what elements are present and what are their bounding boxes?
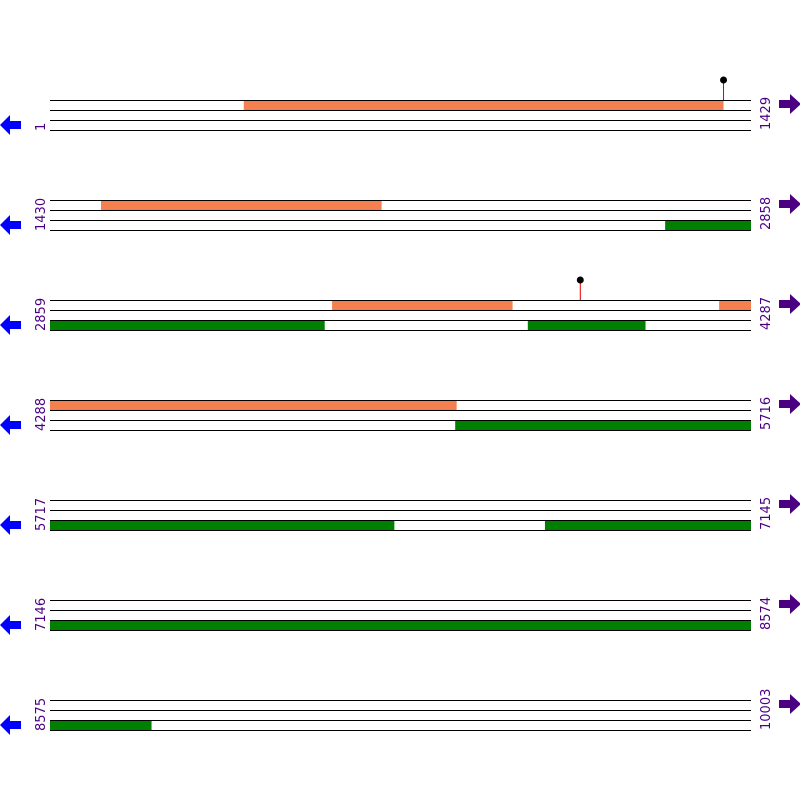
forward-arrow xyxy=(779,394,800,414)
reverse-arrow xyxy=(0,715,21,735)
feature xyxy=(455,420,751,430)
reverse-arrow xyxy=(0,415,21,435)
start-label: 1430 xyxy=(34,198,49,231)
start-label: 7146 xyxy=(34,598,49,631)
feature xyxy=(50,620,751,630)
feature xyxy=(544,520,751,530)
feature xyxy=(332,300,513,310)
feature xyxy=(50,400,457,410)
reverse-arrow xyxy=(0,615,21,635)
reverse-arrow xyxy=(0,115,21,135)
end-label: 2858 xyxy=(759,197,774,230)
start-label: 1 xyxy=(34,123,49,131)
end-label: 4287 xyxy=(759,297,774,330)
end-label: 10003 xyxy=(759,689,774,730)
start-label: 2859 xyxy=(34,298,49,331)
forward-arrow xyxy=(779,94,800,114)
feature xyxy=(719,300,751,310)
start-label: 8575 xyxy=(34,698,49,731)
feature xyxy=(527,320,646,330)
feature xyxy=(101,200,382,210)
end-label: 8574 xyxy=(759,597,774,630)
forward-arrow xyxy=(779,494,800,514)
feature xyxy=(50,320,325,330)
forward-arrow xyxy=(779,294,800,314)
feature xyxy=(50,520,395,530)
start-label: 4288 xyxy=(34,398,49,431)
end-label: 7145 xyxy=(759,497,774,530)
feature xyxy=(243,100,724,110)
reverse-arrow xyxy=(0,515,21,535)
end-label: 1429 xyxy=(759,97,774,130)
feature xyxy=(665,220,751,230)
end-label: 5716 xyxy=(759,397,774,430)
reverse-arrow xyxy=(0,215,21,235)
start-label: 5717 xyxy=(34,498,49,531)
marker-head xyxy=(720,76,728,84)
forward-arrow xyxy=(779,694,800,714)
forward-arrow xyxy=(779,594,800,614)
forward-arrow xyxy=(779,194,800,214)
reverse-arrow xyxy=(0,315,21,335)
feature xyxy=(50,720,152,730)
marker-head xyxy=(576,276,584,284)
